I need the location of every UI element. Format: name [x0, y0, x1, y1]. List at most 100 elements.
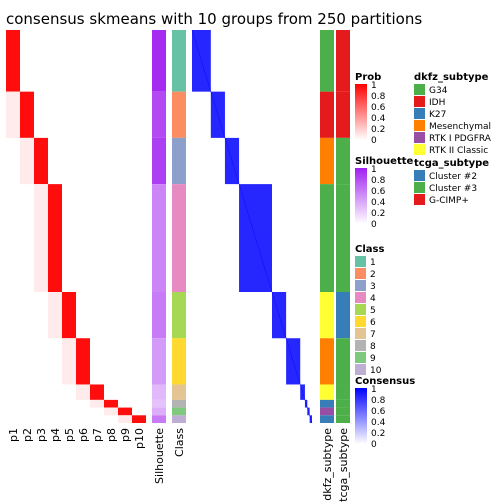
dkfz-legend-swatch: [414, 132, 425, 143]
consensus-legend-tick: 0.6: [371, 407, 386, 417]
class-legend-swatch: [355, 328, 366, 339]
column-label: Class: [173, 428, 186, 457]
class-legend-item: 6: [370, 318, 376, 328]
class-legend-swatch: [355, 280, 366, 291]
dkfz-cell: [320, 91, 334, 138]
column-label: p3: [35, 428, 48, 442]
class-cell: [172, 338, 186, 385]
tcga-cell: [336, 91, 350, 138]
silhouette-cell: [152, 338, 166, 385]
column-label: Silhouette: [153, 428, 166, 484]
prob-cell: [90, 399, 104, 408]
prob-cell: [6, 91, 20, 138]
column-label: tcga_subtype: [337, 428, 350, 502]
dkfz-legend-swatch: [414, 144, 425, 155]
column-label: p6: [77, 428, 90, 442]
class-legend-item: 8: [370, 342, 376, 352]
prob-cell: [20, 91, 34, 138]
prob-cell: [48, 292, 62, 339]
silhouette-cell: [152, 407, 166, 416]
silhouette-cell: [152, 399, 166, 408]
dkfz-legend-title: dkfz_subtype: [414, 72, 489, 83]
class-legend-item: 10: [370, 366, 382, 376]
silhouette-cell: [152, 91, 166, 138]
tcga-cell: [336, 338, 350, 385]
silhouette-cell: [152, 384, 166, 400]
class-legend-swatch: [355, 268, 366, 279]
dkfz-legend-item: K27: [429, 110, 446, 120]
silhouette-legend-tick: 0.2: [371, 209, 385, 219]
prob-cell: [118, 407, 132, 416]
dkfz-legend-swatch: [414, 96, 425, 107]
consensus-legend-bar: [355, 388, 367, 444]
tcga-cell: [336, 407, 350, 416]
column-label: p4: [49, 428, 62, 442]
tcga-legend-item: G-CIMP+: [429, 196, 469, 206]
class-legend-swatch: [355, 292, 366, 303]
column-label: p1: [7, 428, 20, 442]
dkfz-legend-item: RTK II Classic: [429, 146, 488, 156]
dkfz-cell: [320, 30, 334, 92]
class-legend-item: 7: [370, 330, 376, 340]
class-legend-title: Class: [355, 244, 384, 255]
prob-legend-tick: 1: [371, 81, 377, 91]
dkfz-cell: [320, 184, 334, 292]
class-cell: [172, 384, 186, 400]
column-label: p7: [91, 428, 104, 442]
tcga-cell: [336, 292, 350, 339]
dkfz-cell: [320, 292, 334, 339]
column-label: dkfz_subtype: [321, 428, 334, 501]
class-legend-swatch: [355, 352, 366, 363]
dkfz-cell: [320, 407, 334, 416]
prob-cell: [20, 137, 34, 185]
prob-cell: [62, 338, 76, 385]
tcga-cell: [336, 137, 350, 185]
tcga-legend-item: Cluster #3: [429, 184, 477, 194]
class-legend-swatch: [355, 340, 366, 351]
dkfz-legend-item: IDH: [429, 98, 445, 108]
class-legend-item: 5: [370, 306, 376, 316]
silhouette-legend-tick: 0.6: [371, 187, 386, 197]
consensus-legend-tick: 0: [371, 440, 377, 450]
class-legend-item: 2: [370, 270, 376, 280]
prob-legend-tick: 0.2: [371, 125, 385, 135]
tcga-cell: [336, 415, 350, 423]
column-label: p10: [133, 428, 146, 449]
column-label: p9: [119, 428, 132, 442]
prob-legend-tick: 0.4: [371, 114, 386, 124]
dkfz-cell: [320, 338, 334, 385]
dkfz-legend-item: RTK I PDGFRA: [429, 134, 492, 144]
silhouette-cell: [152, 30, 166, 92]
consensus-legend-tick: 0.2: [371, 429, 385, 439]
chart-title: consensus skmeans with 10 groups from 25…: [6, 10, 422, 28]
class-cell: [172, 399, 186, 408]
class-legend-swatch: [355, 256, 366, 267]
tcga-legend-title: tcga_subtype: [414, 158, 489, 169]
class-legend-swatch: [355, 316, 366, 327]
heatmap-body: [6, 29, 350, 424]
class-legend-item: 9: [370, 354, 376, 364]
tcga-legend-swatch: [414, 182, 425, 193]
class-legend-swatch: [355, 304, 366, 315]
consensus-diagonal: [191, 29, 313, 424]
prob-legend-tick: 0.8: [371, 92, 386, 102]
class-cell: [172, 91, 186, 138]
tcga-cell: [336, 184, 350, 292]
column-label: p2: [21, 428, 34, 442]
class-legend-item: 1: [370, 258, 376, 268]
class-cell: [172, 292, 186, 339]
class-legend-item: 4: [370, 294, 376, 304]
prob-cell: [6, 30, 20, 92]
column-labels: p1 p2 p3 p4 p5 p6 p7 p8 p9 p10 Silhouette Class dkfz…: [7, 428, 350, 502]
silhouette-legend-tick: 0: [371, 220, 377, 230]
dkfz-legend-swatch: [414, 120, 425, 131]
tcga-cell: [336, 30, 350, 92]
tcga-legend-swatch: [414, 170, 425, 181]
tcga-cell: [336, 399, 350, 408]
silhouette-legend-tick: 0.4: [371, 198, 386, 208]
class-cell: [172, 415, 186, 423]
prob-legend-bar: [355, 84, 367, 140]
tcga-legend-swatch: [414, 194, 425, 205]
silhouette-legend-title: Silhouette: [355, 156, 414, 167]
prob-legend-title: Prob: [355, 72, 381, 83]
